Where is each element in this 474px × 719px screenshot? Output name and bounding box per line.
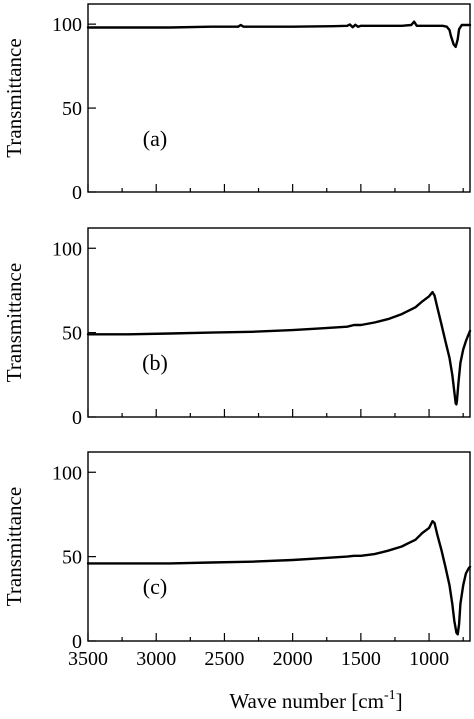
x-tick-label: 3500 — [68, 648, 108, 670]
plot-frame — [87, 451, 471, 642]
y-tick-label: 50 — [62, 323, 82, 345]
y-tick-label: 0 — [72, 631, 82, 653]
panel-label: (a) — [143, 126, 167, 151]
panel-3: 0 50 100 3500 3000 2500 2000 1500 1000 Transmitta… — [2, 451, 472, 670]
y-tick-label: 0 — [72, 407, 82, 429]
x-tick-label: 1000 — [409, 648, 449, 670]
panel-label: (c) — [143, 574, 167, 599]
x-axis-title: Wave number [cm-1] — [229, 688, 402, 713]
y-tick-label: 100 — [52, 462, 82, 484]
x-axis-title-main: Wave number [cm — [229, 689, 384, 713]
y-axis-title: Transmittance — [2, 263, 26, 382]
x-tick-label: 2000 — [273, 648, 313, 670]
plot-frame — [87, 3, 471, 193]
y-axis-title: Transmittance — [2, 38, 26, 157]
y-tick-label: 50 — [62, 98, 82, 120]
panel-2: 0 50 100 Transmittance (b) — [2, 227, 472, 429]
x-tick-label: 3000 — [136, 648, 176, 670]
series-line-1 — [86, 20, 472, 48]
y-tick-label: 100 — [52, 14, 82, 36]
x-axis-title-close: ] — [396, 689, 403, 713]
x-tick-label: 1500 — [341, 648, 381, 670]
panel-label: (b) — [142, 350, 168, 375]
series-line-2 — [86, 290, 472, 406]
series-line-3 — [86, 520, 472, 636]
x-axis-title-superscript: -1 — [384, 688, 396, 703]
plot-frame — [87, 227, 471, 418]
y-tick-label: 100 — [52, 238, 82, 260]
y-axis-title: Transmittance — [2, 487, 26, 606]
panel-1: 0 50 100 Transmittance (a) — [2, 3, 472, 204]
y-tick-label: 0 — [72, 182, 82, 204]
y-tick-label: 50 — [62, 547, 82, 569]
x-tick-label: 2500 — [204, 648, 244, 670]
